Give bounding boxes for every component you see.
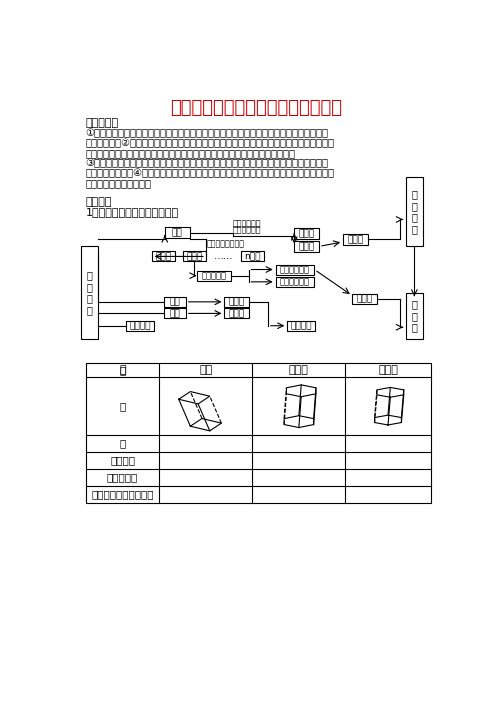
Text: 义: 义 xyxy=(120,401,126,411)
Text: 正四面体: 正四面体 xyxy=(290,321,312,330)
Bar xyxy=(406,292,423,339)
Text: 正棱柱: 正棱柱 xyxy=(378,366,398,376)
Text: 正
方
体: 正 方 体 xyxy=(412,299,418,333)
Bar xyxy=(86,364,430,503)
Text: 三棱柱: 三棱柱 xyxy=(155,252,172,261)
Text: 正棱柱: 正棱柱 xyxy=(348,235,364,244)
Text: 四棱柱: 四棱柱 xyxy=(186,252,202,261)
Text: 直棱柱: 直棱柱 xyxy=(289,366,309,376)
Bar xyxy=(294,241,319,252)
Bar xyxy=(196,270,230,281)
Bar xyxy=(126,321,154,330)
Text: 称: 称 xyxy=(120,366,126,376)
Text: 平行六面行: 平行六面行 xyxy=(201,271,226,280)
Text: 正多面体: 正多面体 xyxy=(129,321,151,330)
Text: 斜平行六面体: 斜平行六面体 xyxy=(280,277,310,287)
Text: 正
四
棱
柱: 正 四 棱 柱 xyxy=(412,189,418,234)
Bar xyxy=(164,309,186,318)
Text: 正棱台: 正棱台 xyxy=(229,309,245,318)
Text: 棱台: 棱台 xyxy=(170,309,180,318)
Bar xyxy=(224,309,250,318)
Text: 棱: 棱 xyxy=(120,438,126,448)
Text: 行于底面的截面的形状: 行于底面的截面的形状 xyxy=(92,489,154,499)
Text: 棱柱: 棱柱 xyxy=(199,366,212,376)
Text: 面的形状: 面的形状 xyxy=(110,455,135,465)
Text: ③会用平行投影与中心投影两种方法，画出简单空间图形的三视图与直观图，了解空间图形: ③会用平行投影与中心投影两种方法，画出简单空间图形的三视图与直观图，了解空间图形 xyxy=(86,158,329,168)
Text: 是否垂直分类: 是否垂直分类 xyxy=(232,226,261,235)
Bar xyxy=(241,251,264,261)
Bar xyxy=(294,228,319,239)
Text: 正棱锥: 正棱锥 xyxy=(229,297,245,306)
Text: ……: …… xyxy=(214,251,234,261)
Text: 直棱柱: 直棱柱 xyxy=(298,242,314,251)
Text: 教材复习: 教材复习 xyxy=(86,197,112,207)
Text: n棱柱: n棱柱 xyxy=(244,252,260,261)
Text: 角面的形状: 角面的形状 xyxy=(107,472,138,482)
Text: 棱锥: 棱锥 xyxy=(170,297,180,306)
Text: 凸
多
面
体: 凸 多 面 体 xyxy=(86,270,92,315)
Text: 直平行六面体: 直平行六面体 xyxy=(280,265,310,274)
Bar xyxy=(164,297,186,307)
Bar xyxy=(287,321,315,330)
Bar xyxy=(224,297,250,307)
Text: ①认识柱、锥、台、球及其简单组合体的结构特征，并能运用这些特征描述现实生活中简单: ①认识柱、锥、台、球及其简单组合体的结构特征，并能运用这些特征描述现实生活中简单 xyxy=(86,128,329,138)
Bar xyxy=(276,277,314,287)
Text: 斜棱柱: 斜棱柱 xyxy=(298,229,314,238)
Text: 课题：简单几何体、直观图和三视图: 课题：简单几何体、直观图和三视图 xyxy=(170,99,342,116)
Text: 图，能识别上述的三视图所表示的立体模型，会用斜二测法画出它们的直观图．: 图，能识别上述的三视图所表示的立体模型，会用斜二测法画出它们的直观图． xyxy=(86,148,296,158)
Bar xyxy=(406,177,423,246)
Bar xyxy=(352,294,377,304)
Bar xyxy=(276,265,314,275)
Bar xyxy=(343,234,368,245)
Text: 棱柱: 棱柱 xyxy=(172,228,182,237)
Text: 考纲要求：: 考纲要求： xyxy=(86,118,119,128)
Text: 按底面多边形分类: 按底面多边形分类 xyxy=(206,239,244,249)
Bar xyxy=(165,227,190,238)
Text: 的不同表示形式．④会画某些建筑物的视图与直观图（在不影响图形特征的基础上，尺寸、线: 的不同表示形式．④会画某些建筑物的视图与直观图（在不影响图形特征的基础上，尺寸、… xyxy=(86,168,335,179)
Text: 物体的结构．②能画出简单空间图形（长方体、球、圆柱、圆锥、棱柱等的简易组合）的三视: 物体的结构．②能画出简单空间图形（长方体、球、圆柱、圆锥、棱柱等的简易组合）的三… xyxy=(86,138,335,148)
Bar xyxy=(182,251,206,261)
Text: 长方体: 长方体 xyxy=(356,294,373,304)
Text: 条等不作严格要求）．．: 条等不作严格要求）．． xyxy=(86,179,152,189)
Bar xyxy=(152,251,175,261)
Text: 形: 形 xyxy=(120,366,126,376)
Bar xyxy=(81,246,98,339)
Text: 1．几种常凸多面体间的关系：: 1．几种常凸多面体间的关系： xyxy=(86,207,179,217)
Text: 按侧棱与底面: 按侧棱与底面 xyxy=(232,220,261,229)
